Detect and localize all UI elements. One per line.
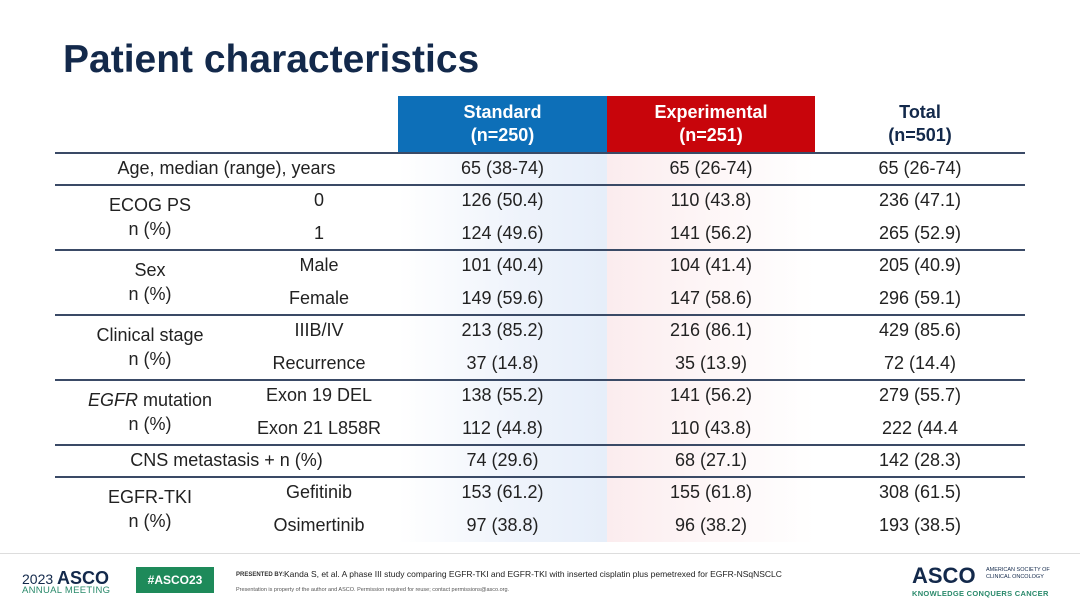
header-experimental: Experimental (n=251) (607, 96, 815, 152)
page-title: Patient characteristics (63, 38, 480, 81)
standard-value: 65 (38-74) (460, 158, 545, 178)
footer-divider (0, 553, 1080, 554)
total-value: 265 (52.9) (878, 223, 962, 243)
tagline: KNOWLEDGE CONQUERS CANCER (912, 589, 1049, 598)
sub-label: Female (288, 288, 350, 308)
total-value: 429 (85.6) (878, 320, 962, 340)
total-value: 222 (44.4 (881, 418, 959, 438)
presented-by: PRESENTED BY: (236, 572, 285, 578)
group-label-line: n (%) (128, 413, 172, 434)
standard-value: 101 (40.4) (461, 255, 544, 275)
sub-label: Exon 21 L858R (256, 418, 382, 438)
experimental-value: 141 (56.2) (669, 223, 753, 243)
table-divider (55, 476, 1025, 478)
meeting-asco: ASCO (57, 568, 110, 588)
experimental-value: 216 (86.1) (669, 320, 753, 340)
asco-logo: ASCO (912, 563, 976, 588)
group-label-line: ECOG PS (108, 194, 192, 215)
group-label-line: n (%) (128, 218, 172, 239)
sub-label: Gefitinib (285, 482, 353, 502)
total-value: 65 (26-74) (878, 158, 962, 178)
total-value: 236 (47.1) (878, 190, 962, 210)
table-divider (55, 249, 1025, 251)
sub-label: Recurrence (272, 353, 366, 373)
group-label: EGFR mutation n (%) (55, 379, 245, 444)
total-value: 296 (59.1) (878, 288, 962, 308)
table-divider (55, 379, 1025, 381)
meeting-logo: 2023 ASCO (22, 568, 109, 589)
group-label-line: Sex (134, 259, 166, 280)
society-line: CLINICAL ONCOLOGY (986, 574, 1044, 580)
header-n: (n=251) (679, 125, 743, 145)
experimental-value: 96 (38.2) (674, 515, 748, 535)
sub-label: IIIB/IV (294, 320, 344, 340)
group-label: ECOG PS n (%) (55, 184, 245, 249)
sub-label: Osimertinib (273, 515, 365, 535)
standard-value: 149 (59.6) (461, 288, 544, 308)
group-label: Clinical stage n (%) (55, 314, 245, 379)
total-value: 72 (14.4) (883, 353, 957, 373)
header-label: Experimental (654, 102, 768, 122)
meeting-year: 2023 (22, 571, 54, 587)
standard-value: 153 (61.2) (461, 482, 544, 502)
group-label-line: n (%) (128, 510, 172, 531)
table-divider (55, 314, 1025, 316)
group-label-line: EGFR-TKI (108, 486, 192, 507)
italic-gene: EGFR (87, 389, 138, 410)
header-total: Total (n=501) (815, 96, 1025, 152)
sub-label: Male (299, 255, 339, 275)
standard-value: 126 (50.4) (461, 190, 544, 210)
header-label: Total (899, 102, 941, 122)
standard-value: 74 (29.6) (466, 450, 539, 470)
experimental-value: 68 (27.1) (674, 450, 748, 470)
group-label-line: EGFR mutation (87, 389, 213, 410)
experimental-value: 110 (43.8) (670, 190, 752, 210)
group-label-line: n (%) (128, 348, 172, 369)
experimental-value: 35 (13.9) (674, 353, 748, 373)
total-value: 279 (55.7) (878, 385, 962, 405)
standard-value: 124 (49.6) (461, 223, 544, 243)
experimental-value: 104 (41.4) (669, 255, 753, 275)
group-label-line: n (%) (128, 283, 172, 304)
header-standard: Standard (n=250) (398, 96, 607, 152)
sub-label: Exon 19 DEL (265, 385, 373, 405)
experimental-value: 147 (58.6) (669, 288, 753, 308)
standard-value: 112 (44.8) (462, 418, 543, 438)
standard-value: 138 (55.2) (461, 385, 544, 405)
header-label: Standard (463, 102, 542, 122)
standard-value: 97 (38.8) (466, 515, 539, 535)
total-value: 142 (28.3) (878, 450, 962, 470)
society-name: AMERICAN SOCIETY OF CLINICAL ONCOLOGY (986, 567, 1050, 581)
row-label: Age, median (range), years (117, 158, 336, 178)
total-value: 193 (38.5) (878, 515, 962, 535)
society-line: AMERICAN SOCIETY OF (986, 567, 1050, 573)
annual-meeting: ANNUAL MEETING (22, 585, 111, 596)
sub-label: 0 (313, 190, 324, 210)
experimental-value: 65 (26-74) (669, 158, 753, 178)
row-label: CNS metastasis + n (%) (130, 450, 323, 470)
experimental-value: 110 (43.8) (670, 418, 752, 438)
table-divider (55, 184, 1025, 186)
standard-value: 37 (14.8) (466, 353, 539, 373)
citation: Kanda S, et al. A phase III study compar… (284, 569, 782, 579)
hashtag-badge: #ASCO23 (136, 567, 214, 593)
table-divider (55, 444, 1025, 446)
group-label-line: Clinical stage (96, 324, 204, 345)
header-n: (n=501) (888, 125, 952, 145)
table-divider (55, 152, 1025, 154)
group-label: EGFR-TKI n (%) (55, 476, 245, 541)
group-label: Sex n (%) (55, 249, 245, 314)
total-value: 205 (40.9) (878, 255, 962, 275)
sub-label: 1 (313, 223, 324, 243)
header-n: (n=250) (470, 125, 535, 145)
standard-value: 213 (85.2) (461, 320, 544, 340)
total-value: 308 (61.5) (878, 482, 962, 502)
experimental-value: 141 (56.2) (669, 385, 753, 405)
experimental-value: 155 (61.8) (669, 482, 753, 502)
disclaimer: Presentation is property of the author a… (236, 587, 510, 593)
